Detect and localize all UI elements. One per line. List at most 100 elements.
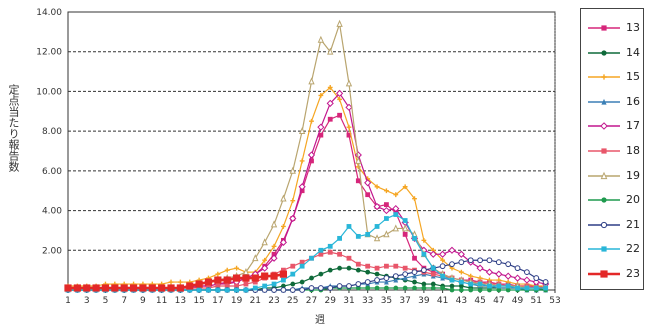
data-point [280, 287, 287, 293]
data-point [365, 285, 371, 291]
data-point [439, 250, 447, 258]
data-point [468, 287, 474, 293]
data-point [373, 234, 381, 242]
x-tick-label: 53 [549, 296, 560, 306]
data-point [364, 279, 371, 285]
data-point [289, 214, 297, 223]
x-tick-label: 15 [193, 296, 204, 306]
data-point [346, 265, 352, 271]
data-point [515, 285, 520, 291]
data-point [252, 279, 258, 285]
data-point [355, 261, 361, 267]
data-point [365, 263, 371, 269]
data-point [271, 281, 277, 287]
data-point [429, 250, 437, 258]
legend-swatch [588, 98, 620, 105]
data-point [601, 74, 607, 80]
data-point [486, 257, 493, 264]
data-point [281, 283, 286, 289]
data-point [402, 285, 408, 291]
x-tick-label: 1 [65, 296, 71, 306]
data-point [176, 284, 184, 292]
data-point [327, 116, 333, 122]
legend-label: 19 [626, 168, 640, 182]
y-tick-label: 2.00 [42, 246, 62, 256]
data-point [458, 259, 465, 266]
data-point [524, 285, 530, 291]
x-tick-label: 41 [437, 296, 448, 306]
data-point [485, 268, 494, 276]
legend-label: 20 [626, 193, 640, 207]
data-point [477, 287, 483, 293]
data-point [318, 132, 324, 138]
data-point [458, 283, 464, 289]
y-tick-label: 14.00 [36, 8, 62, 18]
data-point [129, 284, 138, 292]
data-point [355, 267, 361, 273]
data-point [449, 261, 455, 268]
data-point [383, 230, 390, 238]
y-tick-label: 4.00 [42, 207, 62, 217]
data-point [542, 279, 549, 285]
data-point [601, 246, 607, 252]
data-point [337, 265, 342, 271]
data-point [318, 271, 324, 277]
data-point [430, 285, 436, 291]
legend-item-17: 17 [581, 115, 645, 137]
data-point [382, 206, 391, 215]
data-point [317, 123, 325, 131]
legend-item-19: 19 [581, 165, 645, 187]
data-point [600, 122, 608, 131]
x-tick-label: 7 [121, 296, 127, 306]
legend-swatch [588, 197, 620, 203]
data-point [271, 243, 277, 249]
data-point [120, 284, 128, 292]
x-axis-label: 週 [315, 315, 325, 326]
series-line [68, 86, 546, 287]
data-point [270, 272, 278, 280]
series-23 [64, 270, 288, 292]
legend-swatch [588, 122, 620, 131]
legend-label: 16 [626, 94, 640, 108]
data-point [271, 287, 277, 293]
x-tick-label: 49 [512, 296, 524, 306]
data-point [524, 269, 530, 276]
data-point [271, 251, 277, 257]
data-point [196, 287, 202, 293]
data-point [346, 283, 352, 289]
data-point [326, 99, 334, 107]
data-point [402, 265, 408, 271]
data-point [384, 279, 389, 285]
data-point [327, 267, 333, 273]
data-point [243, 287, 249, 293]
data-point [299, 259, 305, 265]
legend-item-16: 16 [581, 91, 645, 113]
data-point [392, 273, 399, 280]
legend-item-15: 15 [581, 66, 645, 88]
legend-swatch [588, 49, 620, 56]
x-tick-label: 33 [362, 296, 373, 306]
x-tick-label: 47 [493, 296, 504, 306]
data-point [393, 277, 399, 283]
data-point [270, 220, 278, 228]
data-point [523, 276, 531, 284]
data-point [458, 279, 464, 285]
legend-item-13: 13 [581, 17, 645, 39]
legend-label: 15 [626, 70, 640, 84]
x-tick-label: 13 [175, 296, 186, 306]
data-point [224, 287, 230, 293]
data-point [346, 255, 352, 261]
legend-swatch [588, 270, 620, 278]
data-point [289, 166, 296, 174]
data-point [261, 264, 269, 272]
data-point [467, 257, 474, 264]
data-point [215, 287, 221, 293]
data-point [261, 238, 268, 246]
legend-item-14: 14 [581, 42, 645, 64]
data-point [186, 282, 194, 290]
data-point [345, 79, 353, 87]
x-tick-label: 19 [231, 296, 243, 306]
data-point [364, 179, 372, 187]
data-point [327, 243, 333, 249]
data-point [252, 285, 258, 291]
